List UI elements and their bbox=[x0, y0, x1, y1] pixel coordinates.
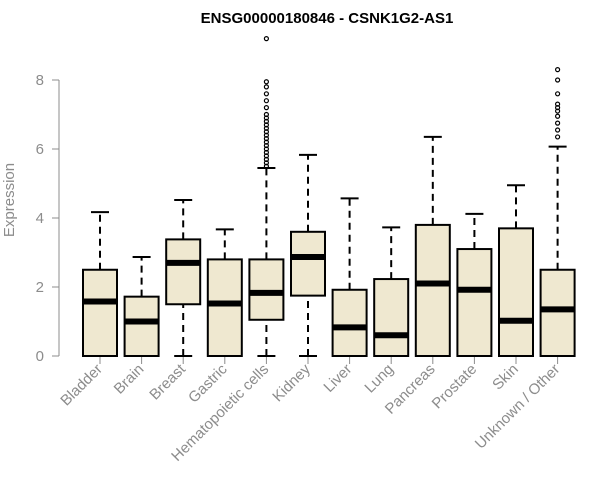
box-iqr bbox=[248, 258, 285, 321]
box-11 bbox=[539, 67, 576, 357]
box-4 bbox=[248, 35, 285, 357]
x-tick-label: Brain bbox=[111, 361, 148, 398]
outlier-point bbox=[554, 101, 561, 107]
outlier-point bbox=[554, 91, 561, 97]
y-tick-label: 8 bbox=[36, 72, 44, 89]
box-iqr bbox=[165, 238, 202, 306]
x-tick-label: Skin bbox=[489, 361, 522, 394]
box-iqr bbox=[331, 288, 368, 358]
outlier-point bbox=[263, 98, 269, 104]
boxes-group bbox=[82, 35, 576, 358]
box-iqr bbox=[82, 268, 118, 357]
y-axis-label: Expression bbox=[1, 163, 18, 237]
box-9 bbox=[456, 212, 493, 357]
x-tick-label: Kidney bbox=[269, 360, 314, 405]
box-iqr bbox=[373, 278, 410, 357]
outlier-point bbox=[263, 104, 269, 111]
outlier-point bbox=[554, 120, 561, 126]
box-2 bbox=[165, 199, 202, 357]
box-iqr bbox=[456, 248, 493, 357]
box-10 bbox=[498, 184, 534, 358]
outlier-point bbox=[554, 113, 561, 119]
outlier-point bbox=[554, 77, 561, 83]
box-iqr bbox=[206, 258, 243, 357]
chart-title: ENSG00000180846 - CSNK1G2-AS1 bbox=[201, 10, 454, 27]
outlier-point bbox=[263, 111, 269, 118]
box-5 bbox=[290, 153, 326, 357]
y-tick-label: 2 bbox=[36, 279, 44, 296]
outlier-point bbox=[263, 35, 269, 42]
box-iqr bbox=[498, 227, 534, 358]
box-1 bbox=[123, 255, 160, 358]
box-8 bbox=[414, 135, 451, 357]
x-tick-label: Prostate bbox=[429, 361, 481, 413]
box-6 bbox=[331, 197, 368, 358]
box-7 bbox=[373, 226, 410, 357]
outlier-point bbox=[263, 79, 269, 85]
y-tick-label: 6 bbox=[36, 141, 44, 158]
box-0 bbox=[82, 211, 118, 357]
outlier-point bbox=[554, 127, 561, 133]
box-iqr bbox=[290, 230, 326, 297]
y-tick-label: 0 bbox=[36, 348, 44, 365]
y-tick-label: 4 bbox=[36, 210, 44, 227]
x-tick-label: Breast bbox=[146, 360, 189, 403]
box-iqr bbox=[539, 268, 576, 357]
x-tick-label: Bladder bbox=[57, 361, 106, 410]
outlier-point bbox=[263, 91, 269, 97]
box-iqr bbox=[123, 295, 160, 358]
y-axis: 0 2 4 6 8 bbox=[36, 72, 60, 365]
outlier-point bbox=[263, 84, 269, 90]
outlier-point bbox=[554, 67, 561, 73]
x-tick-label: Liver bbox=[320, 361, 355, 396]
x-tick-label: Lung bbox=[361, 361, 397, 397]
box-3 bbox=[206, 228, 243, 357]
outlier-point bbox=[554, 134, 561, 140]
box-iqr bbox=[414, 223, 451, 357]
